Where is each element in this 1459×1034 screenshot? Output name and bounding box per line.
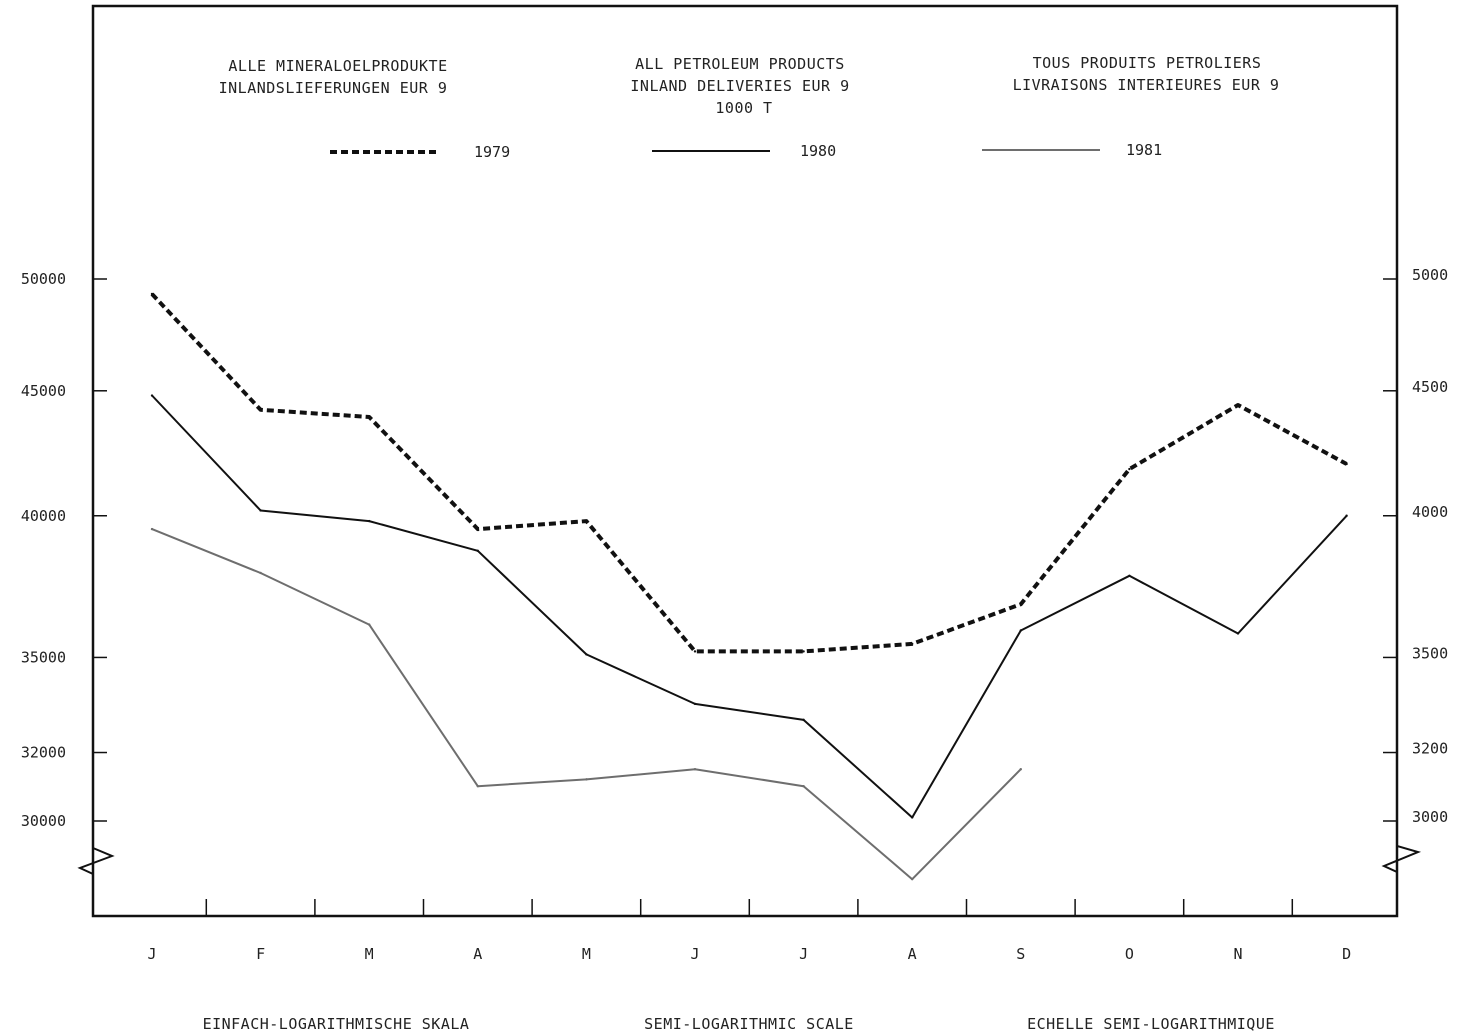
data-point-1980 [259, 509, 262, 512]
y-tick-left-label: 45000 [21, 382, 66, 400]
chart-titles: ALLE MINERALOELPRODUKTE INLANDSLIEFERUNG… [219, 54, 1280, 117]
x-tick-label: J [690, 945, 699, 963]
y-axis-right: 5000 4500 4000 3500 3200 3000 [1381, 266, 1448, 916]
y-axis-left: 50000 45000 40000 35000 32000 30000 [21, 270, 115, 916]
footer-fr: ECHELLE SEMI-LOGARITHMIQUE [1027, 1015, 1275, 1033]
y-tick-left-label: 50000 [21, 270, 66, 288]
title-en-line-2: INLAND DELIVERIES EUR 9 [630, 77, 849, 95]
data-point-1981 [693, 768, 697, 771]
x-tick-label: J [147, 945, 156, 963]
y-tick-right-label: 3500 [1412, 644, 1448, 662]
data-point-1979 [1128, 467, 1131, 471]
data-point-1979 [368, 415, 371, 419]
y-tick-left-label: 40000 [21, 507, 66, 525]
footer-de: EINFACH-LOGARITHMISCHE SKALA [203, 1015, 470, 1033]
data-point-1980 [693, 702, 697, 706]
data-point-1981 [585, 778, 588, 781]
x-tick-label: A [908, 945, 917, 963]
data-point-1980 [1236, 632, 1240, 635]
y-tick-right-label: 3000 [1412, 808, 1448, 826]
x-tick-label: J [799, 945, 808, 963]
data-point-1979 [1345, 462, 1348, 466]
title-de-line-2: INLANDSLIEFERUNGEN EUR 9 [219, 79, 448, 97]
legend-label-1981: 1981 [1126, 141, 1162, 159]
legend-label-1979: 1979 [474, 143, 510, 161]
y-tick-right-label: 4000 [1412, 503, 1448, 521]
data-point-1979 [1019, 603, 1022, 606]
title-en-unit: 1000 T [715, 99, 772, 117]
data-point-1981 [1019, 768, 1022, 771]
data-point-1979 [911, 642, 914, 646]
data-point-1981 [911, 877, 914, 881]
footer-en: SEMI-LOGARITHMIC SCALE [644, 1015, 854, 1033]
x-tick-label: S [1016, 945, 1025, 963]
x-tick-label: M [365, 945, 374, 963]
footer: EINFACH-LOGARITHMISCHE SKALA SEMI-LOGARI… [203, 1015, 1275, 1033]
axis-break-right [1381, 832, 1422, 916]
x-tick-label: O [1125, 945, 1134, 963]
x-tick-label: M [582, 945, 591, 963]
data-point-1979 [693, 650, 697, 653]
data-point-1979 [150, 292, 154, 296]
title-de-line-1: ALLE MINERALOELPRODUKTE [228, 57, 447, 75]
data-point-1980 [911, 816, 914, 819]
y-tick-left-label: 30000 [21, 812, 66, 830]
title-fr-line-1: TOUS PRODUITS PETROLIERS [1033, 54, 1262, 72]
legend-label-1980: 1980 [800, 142, 836, 160]
title-fr-line-2: LIVRAISONS INTERIEURES EUR 9 [1013, 76, 1280, 94]
data-point-1980 [476, 549, 479, 553]
data-point-1979 [802, 650, 805, 653]
data-point-1980 [1128, 574, 1131, 577]
data-point-1980 [1345, 514, 1348, 517]
y-tick-left-label: 32000 [21, 744, 66, 762]
data-point-1981 [802, 785, 805, 788]
data-point-1980 [150, 394, 154, 397]
y-tick-right-label: 4500 [1412, 378, 1448, 396]
series-line-1980 [151, 394, 1348, 819]
data-point-1979 [1236, 403, 1240, 407]
data-point-1979 [585, 519, 588, 523]
y-tick-right-label: 5000 [1412, 266, 1448, 284]
data-point-1980 [585, 653, 588, 656]
data-point-1980 [1019, 629, 1022, 632]
data-point-1979 [259, 408, 262, 412]
data-point-1980 [802, 718, 805, 722]
title-en-line-1: ALL PETROLEUM PRODUCTS [635, 55, 845, 73]
y-tick-left-label: 35000 [21, 648, 66, 666]
data-point-1979 [476, 527, 479, 531]
plot-frame [91, 4, 1399, 918]
y-tick-right-label: 3200 [1412, 740, 1448, 758]
x-tick-label: A [473, 945, 482, 963]
x-tick-label: N [1233, 945, 1242, 963]
data-point-1981 [259, 571, 262, 575]
x-tick-label: F [256, 945, 265, 963]
data-point-1980 [368, 519, 371, 523]
x-tick-label: D [1342, 945, 1351, 963]
data-point-1981 [476, 785, 479, 788]
axis-break-left [77, 832, 115, 916]
series-layer [150, 292, 1348, 881]
legend: 1979 1980 1981 [330, 141, 1162, 161]
data-point-1981 [150, 527, 154, 531]
data-point-1981 [368, 623, 371, 626]
